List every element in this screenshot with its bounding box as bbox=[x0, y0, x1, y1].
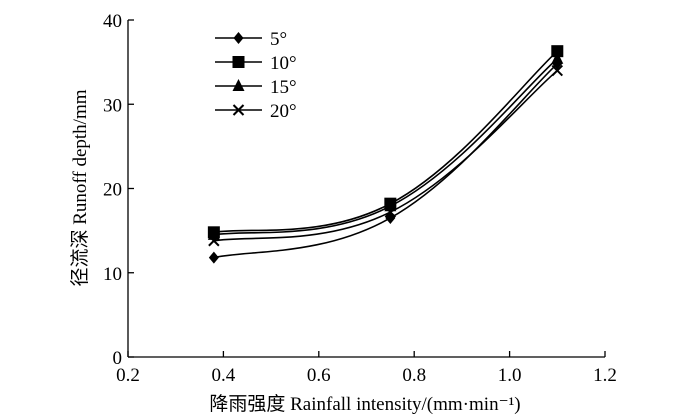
y-tick-label: 30 bbox=[103, 95, 122, 116]
y-tick-label: 0 bbox=[113, 348, 123, 369]
x-tick-label: 0.4 bbox=[212, 365, 236, 386]
series-2 bbox=[207, 51, 564, 240]
marker-square bbox=[551, 45, 564, 58]
axes bbox=[127, 20, 605, 358]
marker-triangle bbox=[551, 51, 564, 64]
marker-cross-stroke bbox=[551, 64, 564, 77]
x-tick-label: 0.2 bbox=[116, 365, 140, 386]
marker-cross bbox=[208, 235, 220, 247]
marker-cross bbox=[551, 64, 564, 77]
marker-cross bbox=[384, 206, 397, 218]
x-tick-label: 0.8 bbox=[402, 365, 426, 386]
legend-label: 5° bbox=[270, 29, 287, 50]
marker-triangle bbox=[232, 79, 245, 91]
ticks: 0.2 0.4 0.6 0.8 1.0 1.2 0 10 20 30 40 bbox=[103, 11, 617, 386]
legend-label: 20° bbox=[270, 101, 297, 122]
series-3 bbox=[208, 64, 564, 247]
marker-square bbox=[232, 56, 245, 68]
y-axis-title: 径流深 Runoff depth/mm bbox=[69, 89, 91, 286]
x-tick-label: 1.0 bbox=[498, 365, 522, 386]
legend-item: 10° bbox=[215, 53, 297, 74]
x-tick-label: 0.6 bbox=[307, 365, 331, 386]
x-axis-title: 降雨强度 Rainfall intensity/(mm·min⁻¹) bbox=[209, 393, 520, 415]
legend-item: 5° bbox=[215, 29, 287, 50]
marker-cross-stroke bbox=[384, 206, 397, 218]
marker-cross bbox=[232, 104, 245, 116]
y-tick-label: 20 bbox=[103, 180, 122, 201]
legend-item: 20° bbox=[215, 101, 297, 122]
x-tick-label: 1.2 bbox=[593, 365, 617, 386]
legend: 5° 10° 15° 20° bbox=[215, 29, 297, 122]
series-line bbox=[213, 63, 558, 259]
series-layer bbox=[207, 45, 564, 264]
marker-cross-stroke bbox=[232, 104, 245, 116]
marker-cross-stroke bbox=[208, 235, 220, 247]
legend-item: 15° bbox=[215, 77, 297, 98]
y-tick-label: 40 bbox=[103, 11, 122, 32]
legend-label: 10° bbox=[270, 53, 297, 74]
marker-diamond bbox=[233, 32, 244, 44]
y-tick-label: 10 bbox=[103, 264, 122, 285]
legend-label: 15° bbox=[270, 77, 297, 98]
marker-diamond bbox=[208, 251, 219, 264]
series-line bbox=[213, 69, 558, 242]
